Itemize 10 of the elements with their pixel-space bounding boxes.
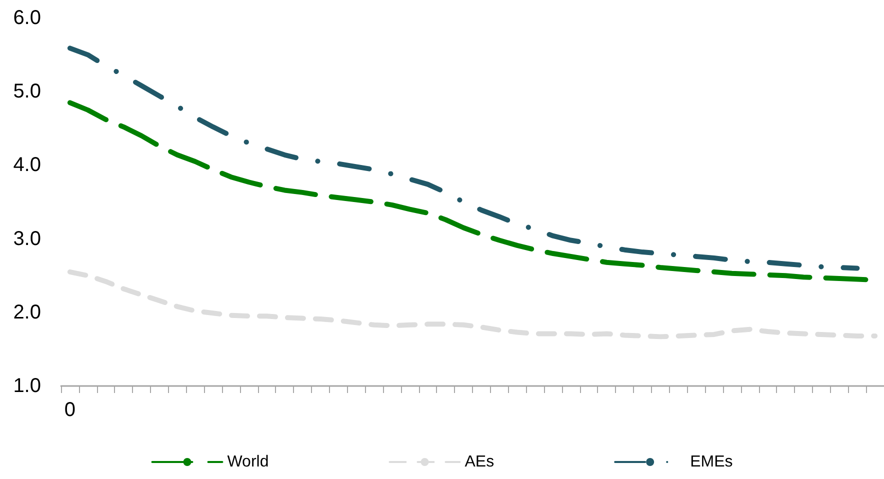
y-tick-label: 2.0 <box>13 301 41 324</box>
y-tick-label: 3.0 <box>13 228 41 250</box>
legend-label: World <box>227 454 269 470</box>
y-tick-label: 5.0 <box>13 80 41 103</box>
x-tick-label: 0 <box>64 399 76 421</box>
legend-label: EMEs <box>690 454 733 470</box>
y-tick-label: 4.0 <box>13 154 41 176</box>
y-tick-label: 6.0 <box>13 7 41 29</box>
legend-label: AEs <box>464 454 494 470</box>
y-tick-label: 1.0 <box>13 375 41 397</box>
